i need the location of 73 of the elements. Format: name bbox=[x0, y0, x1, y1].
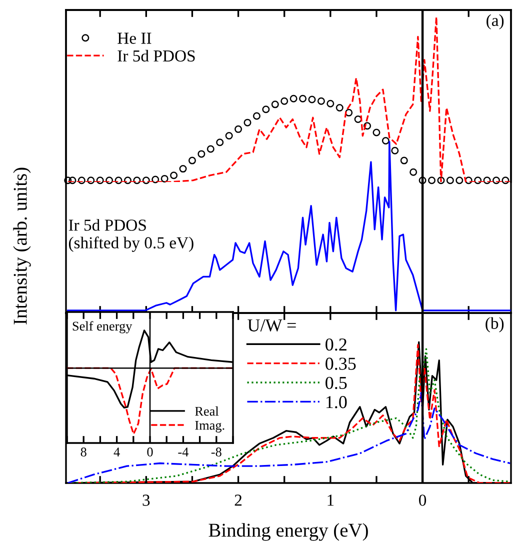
x-tick-label: -4 bbox=[178, 448, 188, 456]
x-tick-label: 0 bbox=[419, 494, 426, 506]
point bbox=[142, 176, 150, 184]
point bbox=[308, 96, 316, 104]
legend-label: 0.5 bbox=[326, 376, 347, 390]
point bbox=[206, 145, 214, 153]
point bbox=[106, 176, 114, 184]
point bbox=[345, 108, 353, 116]
point bbox=[124, 176, 132, 184]
point bbox=[372, 128, 380, 136]
point bbox=[87, 176, 95, 184]
legend-label: 0.2 bbox=[326, 338, 346, 351]
point bbox=[216, 138, 224, 146]
legend-label: He II bbox=[118, 32, 152, 44]
point bbox=[382, 136, 390, 144]
x-tick-label: 2 bbox=[234, 494, 242, 506]
point bbox=[464, 176, 472, 184]
text: (b) bbox=[486, 317, 504, 332]
x-axis-title: Binding energy (eV) bbox=[208, 523, 368, 541]
point bbox=[437, 176, 445, 184]
x-tick-label: 3 bbox=[142, 494, 150, 506]
point bbox=[391, 146, 399, 154]
point bbox=[428, 176, 436, 184]
point bbox=[198, 150, 206, 158]
point bbox=[336, 104, 344, 112]
legend-title: U/W = bbox=[248, 319, 296, 332]
chart-title: Self energy bbox=[72, 321, 132, 334]
point bbox=[114, 176, 122, 184]
point bbox=[64, 176, 72, 184]
point bbox=[68, 176, 76, 184]
point bbox=[179, 165, 187, 173]
series-label: Ir 5d PDOS (shifted by 0.5 eV) bbox=[68, 219, 194, 252]
point bbox=[317, 97, 325, 105]
point bbox=[244, 118, 252, 126]
point bbox=[326, 100, 334, 108]
point bbox=[502, 176, 510, 184]
legend-label: Imag. bbox=[195, 420, 224, 432]
legend-label: 1.0 bbox=[326, 396, 347, 408]
point bbox=[299, 94, 307, 102]
point bbox=[78, 176, 86, 184]
point bbox=[483, 176, 491, 184]
y-axis-title: Intensity (arb. units) bbox=[13, 168, 31, 324]
point bbox=[234, 125, 242, 133]
point bbox=[170, 172, 178, 180]
point bbox=[280, 97, 288, 105]
point bbox=[400, 156, 408, 164]
point bbox=[456, 176, 464, 184]
x-tick-label: 4 bbox=[114, 448, 120, 456]
point bbox=[290, 94, 298, 102]
legend-label: 0.35 bbox=[326, 358, 356, 370]
point bbox=[354, 116, 362, 124]
x-tick-label: -8 bbox=[211, 448, 222, 456]
point bbox=[96, 176, 104, 184]
x-tick-label: 1 bbox=[328, 494, 334, 506]
point bbox=[446, 176, 454, 184]
point bbox=[492, 176, 500, 184]
x-tick-label: 0 bbox=[147, 448, 153, 456]
point bbox=[160, 174, 168, 182]
annotation: (a) bbox=[486, 14, 504, 30]
point bbox=[364, 122, 372, 130]
x-tick-label: 8 bbox=[80, 448, 86, 456]
point bbox=[133, 176, 141, 184]
point bbox=[252, 112, 260, 120]
point bbox=[474, 176, 482, 184]
point bbox=[188, 156, 196, 164]
point bbox=[410, 168, 418, 176]
point bbox=[152, 176, 160, 184]
legend-label: Real bbox=[195, 406, 219, 416]
legend-label: Ir 5d PDOS bbox=[118, 50, 195, 62]
point bbox=[418, 176, 426, 184]
point bbox=[262, 106, 270, 114]
point bbox=[271, 100, 279, 108]
point bbox=[225, 132, 233, 140]
